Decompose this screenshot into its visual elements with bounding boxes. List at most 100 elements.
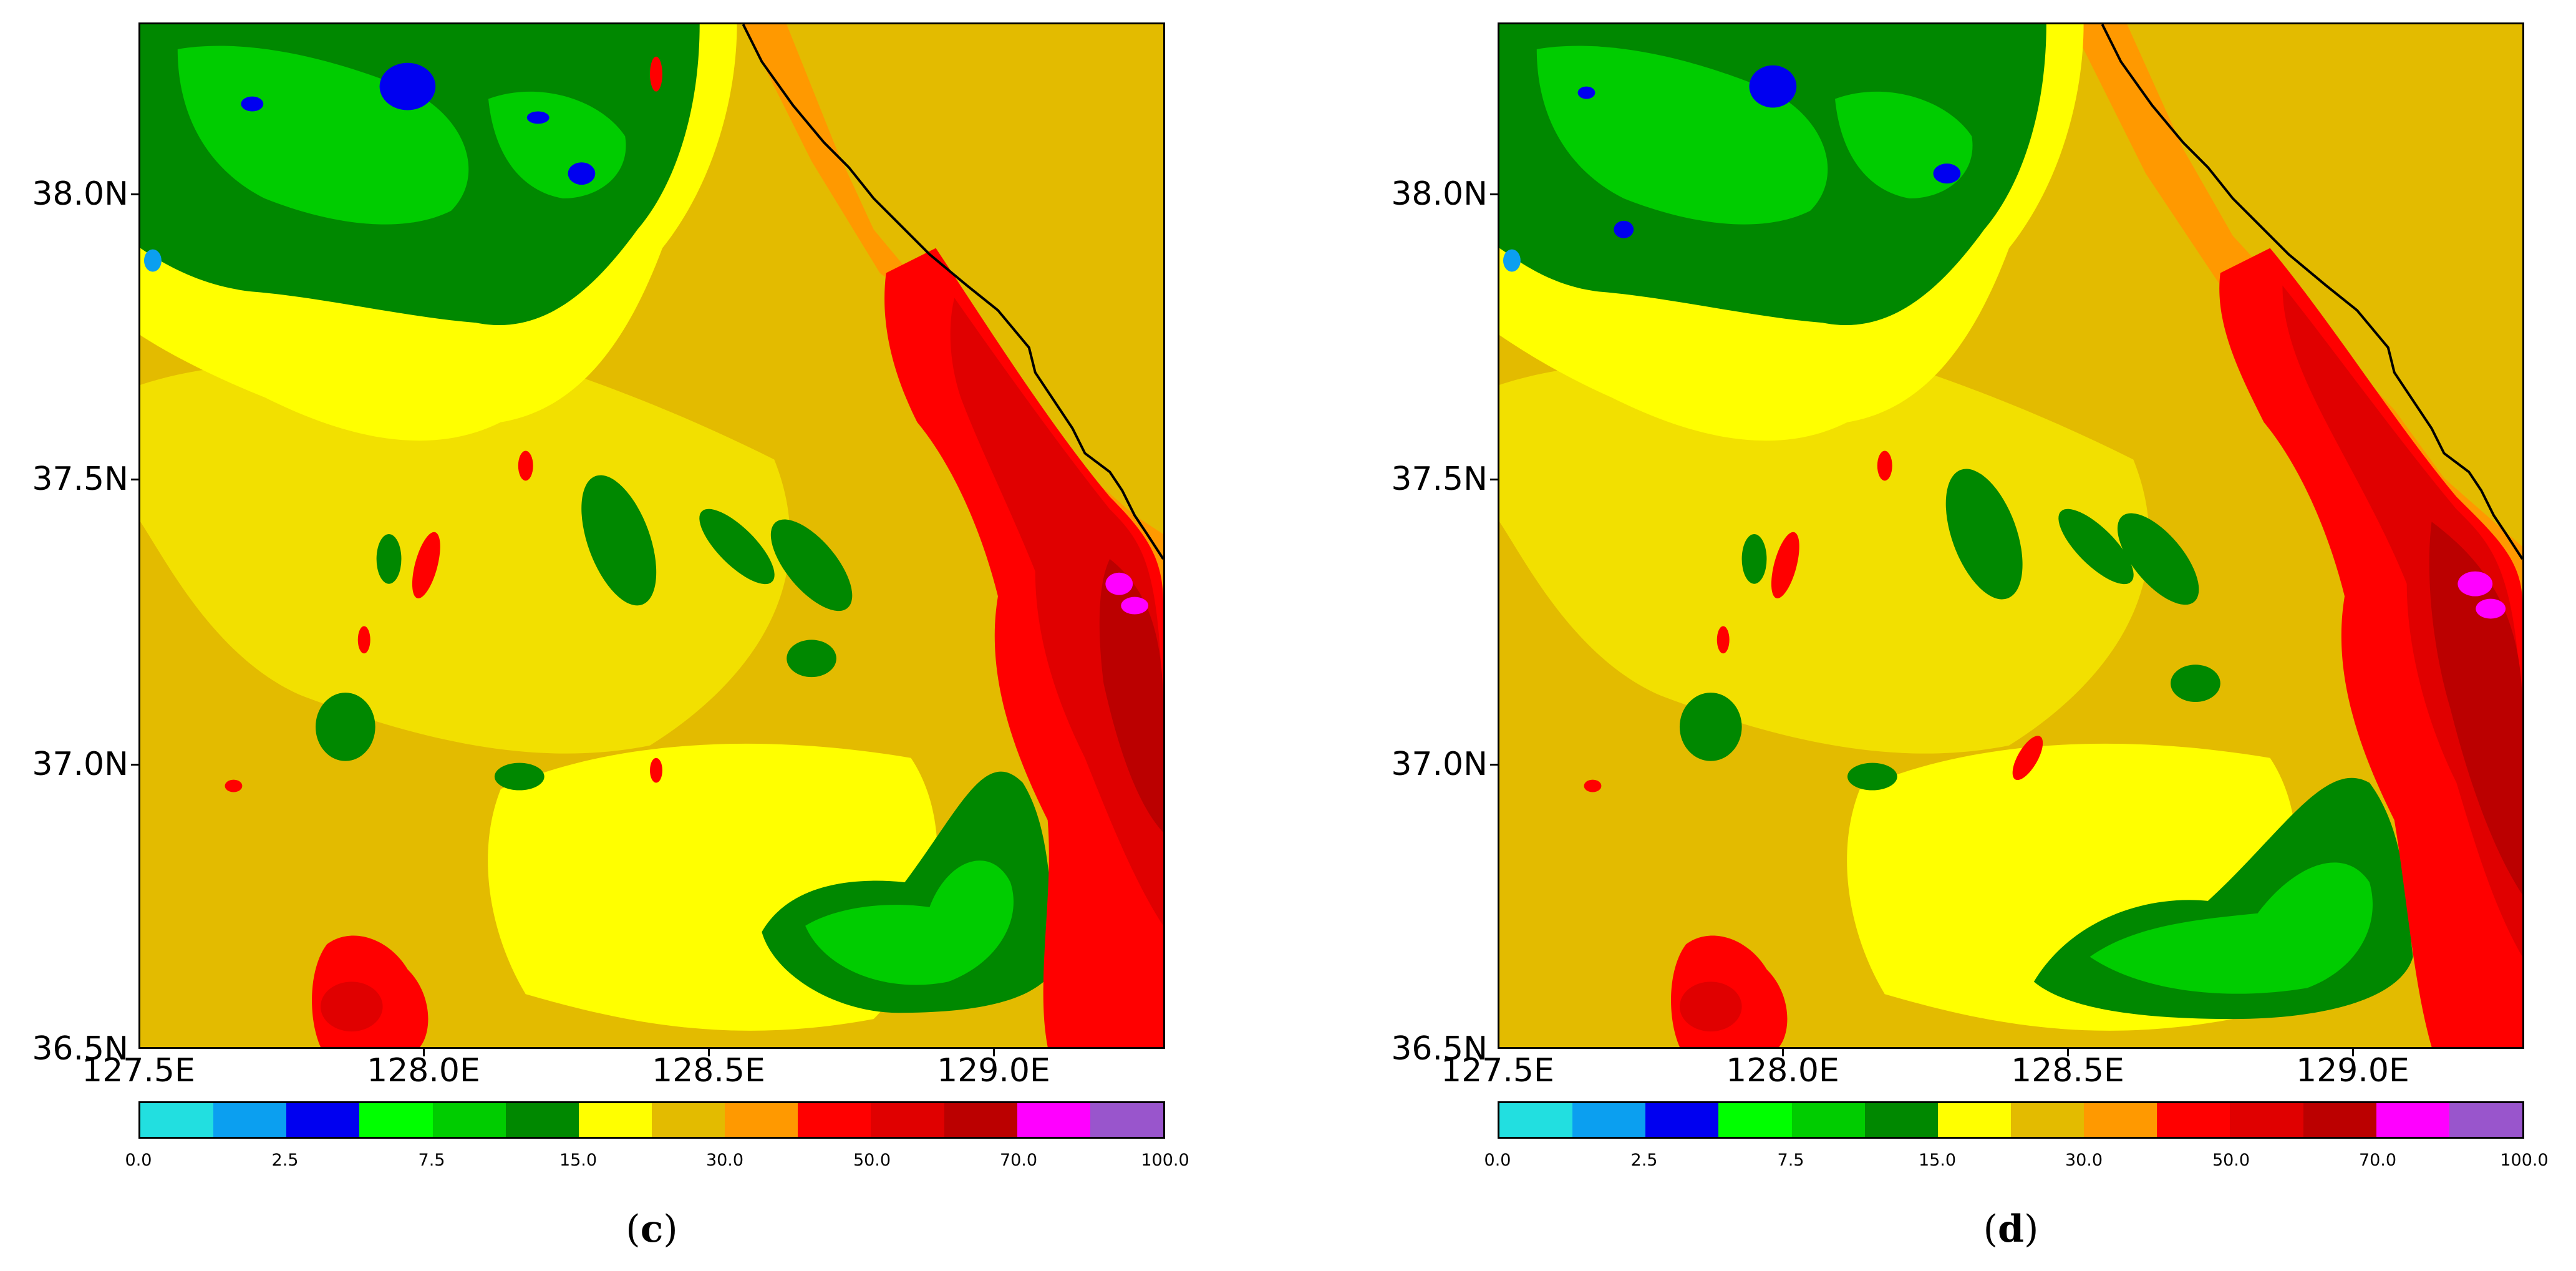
field-blue-4 — [1614, 220, 1634, 238]
field-green-c5 — [1741, 534, 1767, 584]
colorbar-segment — [1937, 1103, 2011, 1137]
colorbar-segment — [2230, 1103, 2303, 1137]
colorbar-segment — [1645, 1103, 1719, 1137]
colorbar-segment — [1572, 1103, 1646, 1137]
colorbar-segment — [1499, 1103, 1573, 1137]
x-tick-label: 128.0E — [1726, 1052, 1839, 1089]
colorbar-label: 30.0 — [2065, 1151, 2103, 1170]
field-yellow-mid — [1499, 348, 2149, 754]
field-red-coast2 — [2282, 285, 2522, 957]
colorbar-d — [1498, 1101, 2524, 1139]
colorbar-label: 50.0 — [853, 1151, 891, 1170]
field-magenta-1 — [2457, 571, 2493, 597]
field-red-coast2 — [950, 298, 1163, 926]
field-red-speck-3 — [357, 626, 370, 654]
x-tick-mark — [993, 1049, 995, 1056]
field-green-c1 — [1945, 469, 2023, 600]
x-tick-mark — [2067, 1049, 2069, 1056]
field-red-speck-1 — [412, 532, 440, 598]
x-tick-mark — [2352, 1049, 2354, 1056]
colorbar-segment — [725, 1103, 798, 1137]
field-red-speck-2 — [518, 450, 533, 481]
field-green-c1 — [581, 475, 657, 606]
colorbar-segment — [2157, 1103, 2230, 1137]
field-lightblue-1 — [1503, 249, 1521, 272]
precip-map-d — [1498, 22, 2524, 1049]
colorbar-segment — [2084, 1103, 2157, 1137]
field-green-c2 — [770, 519, 853, 611]
coastline — [742, 24, 1163, 560]
y-tick-label: 36.5N — [32, 1030, 128, 1068]
colorbar-label: 0.0 — [125, 1151, 152, 1170]
field-green-c6 — [494, 762, 545, 791]
field-green-south2 — [805, 860, 1014, 985]
colorbar-segment — [798, 1103, 871, 1137]
x-tick-mark — [708, 1049, 710, 1056]
colorbar-label: 30.0 — [705, 1151, 744, 1170]
colorbar-label: 70.0 — [2358, 1151, 2397, 1170]
precip-field-c — [140, 24, 1163, 1047]
field-magenta-2 — [2476, 598, 2506, 619]
field-red-speck-6 — [650, 56, 662, 92]
colorbar-segment — [871, 1103, 944, 1137]
field-green-south2 — [2089, 862, 2373, 994]
colorbar-segment — [2010, 1103, 2085, 1137]
x-tick-label: 128.0E — [367, 1052, 480, 1089]
y-tick-mark — [1490, 193, 1498, 195]
y-tick-mark — [131, 193, 138, 195]
field-red-speck-4 — [2012, 736, 2043, 781]
field-red-speck-5 — [1584, 779, 1602, 792]
y-tick-label: 37.0N — [1391, 746, 1488, 783]
colorbar-label: 100.0 — [1141, 1151, 1189, 1170]
colorbar-segment — [213, 1103, 287, 1137]
colorbar-segment — [2303, 1103, 2376, 1137]
colorbar-label: 50.0 — [2212, 1151, 2250, 1170]
y-tick-mark — [1490, 479, 1498, 480]
y-tick-mark — [1490, 764, 1498, 766]
field-red-speck-4 — [650, 757, 662, 783]
field-magenta-1 — [1105, 572, 1133, 595]
x-tick-label: 128.5E — [2011, 1052, 2124, 1089]
panel-label-c: (c) — [626, 1207, 678, 1251]
y-tick-label: 36.5N — [1391, 1030, 1488, 1068]
field-red-coast — [2219, 248, 2522, 1047]
field-red-coast — [884, 248, 1163, 1047]
field-lightblue-1 — [143, 249, 162, 272]
field-red-sw2 — [1679, 981, 1742, 1032]
x-tick-label: 129.0E — [937, 1052, 1050, 1089]
y-tick-label: 38.0N — [32, 175, 128, 213]
y-tick-label: 37.5N — [32, 460, 128, 498]
panel-c: 38.0N 37.5N 37.0N 36.5N 127.5E 128.0E 12… — [32, 22, 1189, 1251]
colorbar-label: 15.0 — [559, 1151, 598, 1170]
coastline — [2101, 24, 2522, 560]
field-blue-1 — [379, 62, 436, 110]
field-red-speck-1 — [1771, 532, 1799, 598]
field-red-sw2 — [320, 981, 383, 1032]
colorbar-segment — [359, 1103, 433, 1137]
colorbar-segment — [505, 1103, 579, 1137]
colorbar-label: 70.0 — [999, 1151, 1038, 1170]
y-tick-label: 37.5N — [1391, 460, 1488, 498]
field-magenta-2 — [1121, 597, 1149, 615]
field-green-c7 — [2171, 665, 2220, 703]
field-darkred-coast — [1099, 558, 1163, 833]
x-tick-mark — [423, 1049, 425, 1056]
field-green-c3 — [2058, 509, 2134, 585]
field-green-c5 — [376, 534, 402, 584]
colorbar-label: 7.5 — [1777, 1151, 1804, 1170]
colorbar-segment — [2449, 1103, 2522, 1137]
x-tick-label: 127.5E — [1441, 1052, 1554, 1089]
field-green-c6 — [1847, 762, 1897, 791]
colorbar-label: 2.5 — [1630, 1151, 1658, 1170]
colorbar-segment — [1791, 1103, 1865, 1137]
y-tick-label: 37.0N — [32, 746, 128, 783]
colorbar-segment — [651, 1103, 725, 1137]
field-blue-2 — [241, 96, 264, 112]
field-green-c4 — [1679, 693, 1742, 761]
colorbar-segment — [286, 1103, 360, 1137]
colorbar-label: 2.5 — [271, 1151, 299, 1170]
field-blue-3 — [568, 162, 596, 185]
colorbar-segment — [1864, 1103, 1938, 1137]
y-tick-mark — [131, 764, 138, 766]
colorbar-segment — [140, 1103, 214, 1137]
